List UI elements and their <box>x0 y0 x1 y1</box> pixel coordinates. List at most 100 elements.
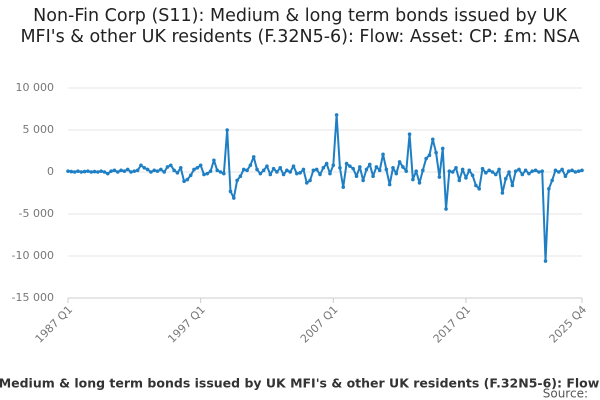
data-point <box>523 168 528 173</box>
data-point <box>198 163 203 168</box>
data-point <box>550 178 554 183</box>
data-point <box>454 166 458 170</box>
data-point <box>82 169 87 174</box>
data-point <box>92 169 97 174</box>
data-point <box>218 170 223 174</box>
data-point <box>255 167 259 172</box>
data-point <box>314 167 319 172</box>
data-point <box>533 168 538 173</box>
data-point <box>573 170 578 174</box>
data-point <box>195 166 200 170</box>
data-point <box>215 168 220 173</box>
data-point <box>556 170 561 174</box>
data-point <box>510 183 515 188</box>
data-point <box>414 169 418 173</box>
data-point <box>497 167 501 172</box>
data-point <box>188 173 193 178</box>
data-point <box>503 176 508 181</box>
data-point <box>397 160 402 164</box>
data-point <box>318 172 322 177</box>
data-point <box>387 182 392 187</box>
data-point <box>530 169 535 173</box>
data-point <box>132 169 137 173</box>
data-point <box>79 170 84 174</box>
data-point <box>507 170 511 174</box>
data-point <box>467 168 472 173</box>
data-point <box>381 152 385 157</box>
data-point <box>222 171 226 176</box>
data-point <box>563 174 568 178</box>
data-point <box>135 168 140 173</box>
data-point <box>560 167 564 172</box>
data-point <box>444 207 448 211</box>
y-tick-label: -10 000 <box>12 249 54 262</box>
data-point <box>580 168 584 173</box>
data-point <box>407 132 412 136</box>
data-point <box>288 170 292 174</box>
data-point <box>401 165 405 169</box>
data-point <box>192 167 196 172</box>
data-point <box>251 155 256 159</box>
data-point <box>377 168 382 173</box>
data-point <box>450 170 455 174</box>
y-tick-label: -15 000 <box>12 291 54 304</box>
data-point <box>142 166 147 170</box>
y-tick-label: 10 000 <box>16 81 55 94</box>
data-point <box>152 168 157 173</box>
data-point <box>145 167 150 172</box>
data-point <box>268 172 273 177</box>
data-point <box>460 167 465 172</box>
data-point <box>172 168 176 173</box>
y-tick-label: -5 000 <box>19 207 54 220</box>
data-point <box>261 168 266 173</box>
data-point <box>477 187 482 191</box>
chart-title: Non-Fin Corp (S11): Medium & long term b… <box>20 6 580 47</box>
data-point <box>169 163 173 168</box>
data-point <box>72 170 77 174</box>
data-point <box>437 175 442 179</box>
legend-entry: Non-Fin Corp (S11): Medium & long term b… <box>0 376 600 391</box>
data-point <box>391 166 395 170</box>
data-point <box>474 183 478 188</box>
data-point <box>232 196 236 200</box>
data-point <box>245 168 249 173</box>
data-point <box>66 169 70 173</box>
data-point <box>334 113 339 117</box>
data-point <box>487 168 491 173</box>
data-point <box>275 170 279 174</box>
data-point <box>258 171 263 176</box>
data-point <box>513 169 518 173</box>
series-line <box>67 113 583 263</box>
data-point <box>105 171 110 176</box>
data-point <box>547 187 551 191</box>
data-point <box>566 169 571 173</box>
data-point <box>324 161 329 166</box>
data-point <box>122 169 127 173</box>
data-point <box>149 170 153 174</box>
data-point <box>404 169 409 173</box>
data-point <box>212 158 216 163</box>
data-point <box>182 179 186 184</box>
data-point <box>424 156 428 161</box>
data-point <box>427 153 432 157</box>
x-tick-label: 2007 Q1 <box>298 303 341 346</box>
data-point <box>208 169 213 173</box>
data-point <box>205 171 210 176</box>
data-point <box>440 146 445 151</box>
data-point <box>394 171 399 176</box>
data-point <box>238 174 243 178</box>
x-tick-label: 1997 Q1 <box>165 303 208 346</box>
data-point <box>69 169 74 174</box>
data-point <box>341 185 346 189</box>
data-point <box>96 170 100 174</box>
data-point <box>434 150 438 155</box>
data-point <box>543 259 548 263</box>
data-point <box>76 169 80 173</box>
data-point <box>374 165 379 169</box>
data-point <box>361 178 365 183</box>
data-point <box>364 167 369 172</box>
data-point <box>358 165 362 169</box>
data-point <box>155 169 160 173</box>
